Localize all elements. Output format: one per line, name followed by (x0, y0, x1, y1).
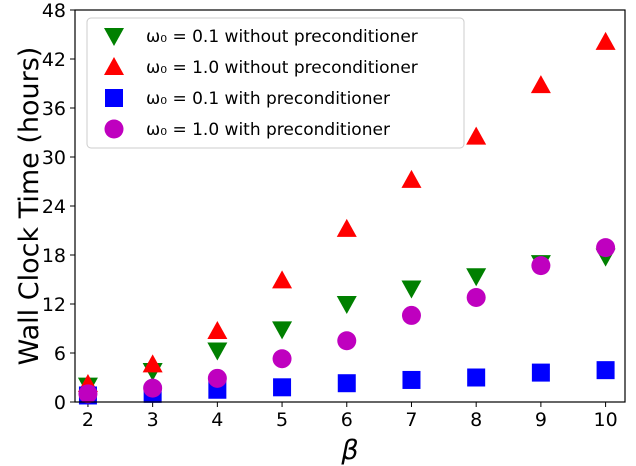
data-point-series-4 (78, 384, 98, 404)
data-point-series-3 (531, 363, 550, 382)
legend-label-3: ω₀ = 0.1 with preconditioner (146, 89, 390, 109)
data-point-series-4 (401, 305, 421, 325)
y-tick-label: 30 (42, 147, 66, 169)
data-point-series-3 (273, 378, 292, 397)
x-tick-label: 6 (341, 409, 353, 431)
data-point-series-2 (466, 126, 487, 145)
legend-label-4: ω₀ = 1.0 with preconditioner (146, 120, 390, 140)
y-axis-label: Wall Clock Time (hours) (14, 47, 45, 366)
data-point-series-2 (401, 169, 422, 188)
y-tick-label: 42 (42, 49, 66, 71)
data-point-series-4 (272, 349, 292, 369)
data-point-series-2 (272, 270, 293, 289)
data-point-series-1 (272, 321, 293, 340)
data-point-series-4 (596, 238, 616, 258)
data-point-series-4 (531, 256, 551, 276)
legend: ω₀ = 0.1 without preconditioner ω₀ = 1.0 … (86, 17, 465, 149)
x-tick-label: 3 (147, 409, 159, 431)
legend-label-1: ω₀ = 0.1 without preconditioner (146, 27, 418, 47)
data-point-series-1 (207, 342, 228, 361)
legend-marker-2 (104, 57, 124, 75)
plot-frame (74, 9, 626, 403)
legend-marker-4 (104, 119, 124, 139)
data-point-series-1 (336, 296, 357, 314)
y-tick-label: 48 (42, 0, 66, 22)
data-point-series-3 (402, 370, 421, 389)
x-tick-label: 8 (470, 409, 482, 431)
data-point-series-1 (401, 280, 422, 299)
y-tick-label: 6 (54, 343, 66, 365)
data-point-series-2 (142, 354, 163, 373)
x-tick-label: 7 (405, 409, 417, 431)
data-point-series-3 (337, 374, 356, 393)
x-tick-label: 10 (593, 409, 617, 431)
legend-box (86, 17, 465, 149)
points-layer (77, 31, 616, 405)
y-tick-label: 18 (42, 245, 66, 267)
x-tick-label: 9 (535, 409, 547, 431)
y-tick-label: 36 (42, 98, 66, 120)
data-point-series-1 (466, 268, 487, 287)
data-point-series-2 (207, 320, 228, 339)
x-tick-label: 4 (211, 409, 223, 431)
data-point-series-2 (530, 75, 551, 94)
y-tick-label: 12 (42, 294, 66, 316)
ticks-layer: 2 3 4 5 6 7 8 9 10 0 6 12 18 24 30 36 42 48 (42, 0, 618, 431)
data-point-series-4 (207, 368, 227, 388)
data-point-series-3 (596, 361, 615, 380)
data-point-series-4 (143, 378, 163, 398)
legend-marker-1 (104, 28, 124, 46)
data-point-series-3 (467, 368, 486, 387)
y-tick-label: 24 (42, 196, 66, 218)
data-point-series-2 (595, 31, 616, 50)
data-point-series-4 (466, 287, 486, 307)
x-axis-label: β (340, 435, 358, 466)
legend-marker-3 (105, 89, 123, 107)
x-tick-label: 5 (276, 409, 288, 431)
y-tick-label: 0 (54, 392, 66, 414)
legend-label-2: ω₀ = 1.0 without preconditioner (146, 58, 418, 78)
data-point-series-2 (336, 218, 357, 237)
data-point-series-4 (337, 331, 357, 351)
x-tick-label: 2 (82, 409, 94, 431)
